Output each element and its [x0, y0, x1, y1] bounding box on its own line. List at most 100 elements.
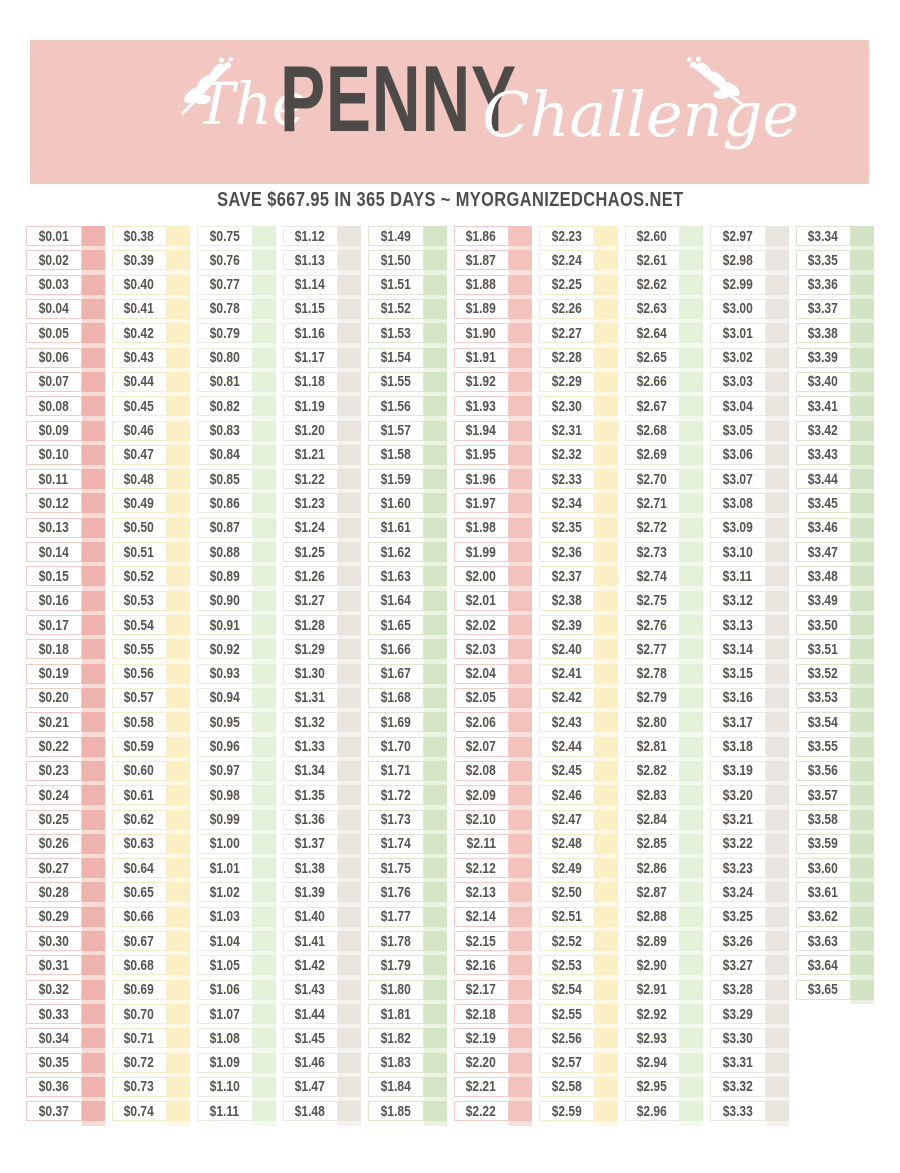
checkbox-cell	[851, 979, 874, 1004]
amount-label: $2.09	[466, 786, 497, 804]
amount-row: $0.21	[26, 712, 105, 737]
amount-label: $3.22	[722, 835, 753, 853]
amount-row: $1.90	[453, 323, 532, 348]
amount-label: $3.49	[808, 592, 839, 610]
amount-row: $2.09	[453, 785, 532, 810]
amount-cell: $3.16	[710, 687, 766, 708]
amount-label: $2.40	[551, 640, 582, 658]
amount-cell: $0.22	[26, 736, 82, 757]
checkbox-cell	[252, 493, 276, 518]
checkbox-cell	[167, 250, 190, 275]
checkbox-cell	[594, 882, 618, 907]
amount-row: $2.70	[624, 469, 703, 494]
checkbox-cell	[509, 542, 532, 567]
amount-label: $2.72	[637, 519, 668, 537]
amount-cell: $2.60	[624, 226, 680, 246]
checkbox-cell	[680, 615, 703, 640]
amount-cell: $0.08	[26, 396, 82, 417]
amount-cell: $1.15	[282, 298, 338, 319]
checkbox-cell	[252, 1028, 276, 1053]
checkbox-cell	[765, 542, 789, 567]
amount-row: $0.79	[197, 323, 276, 348]
amount-row: $2.40	[539, 639, 618, 664]
amount-cell: $2.17	[453, 979, 509, 1000]
amount-row: $2.79	[624, 687, 703, 713]
amount-cell: $1.98	[453, 517, 509, 538]
checkbox-cell	[851, 371, 874, 397]
amount-row: $1.32	[282, 712, 361, 737]
amount-row: $2.44	[539, 736, 618, 761]
amount-cell: $0.91	[197, 615, 253, 635]
amount-cell: $1.65	[368, 615, 424, 635]
checkbox-cell	[594, 420, 618, 445]
amount-row: $1.21	[282, 444, 361, 470]
amount-row: $0.17	[26, 615, 105, 640]
amount-row: $1.23	[282, 493, 361, 518]
amount-row: $2.62	[624, 274, 703, 299]
amount-row: $2.12	[453, 858, 532, 883]
amount-row: $0.78	[197, 298, 276, 324]
amount-label: $2.49	[551, 859, 582, 877]
amount-cell: $1.26	[282, 566, 338, 587]
checkbox-cell	[338, 371, 361, 397]
amount-row: $2.71	[624, 493, 703, 518]
amount-cell: $3.04	[710, 396, 766, 417]
amount-cell: $3.51	[795, 639, 851, 660]
amount-cell: $0.38	[111, 226, 167, 246]
amount-label: $3.31	[722, 1054, 753, 1072]
amount-cell: $0.05	[26, 323, 82, 344]
checkbox-cell	[423, 1004, 447, 1029]
amount-cell: $0.95	[197, 712, 253, 733]
checkbox-cell	[338, 809, 361, 834]
checkbox-cell	[252, 931, 276, 956]
amount-label: $3.10	[722, 543, 753, 561]
amount-cell: $0.18	[26, 639, 82, 660]
amount-row: $0.65	[111, 882, 190, 907]
amount-row: $1.47	[282, 1076, 361, 1102]
amount-row: $3.07	[710, 469, 789, 494]
amount-row: $1.38	[282, 858, 361, 883]
amount-cell: $3.35	[795, 250, 851, 271]
title-banner: The PENNY Challenge	[30, 40, 869, 184]
amount-label: $1.47	[295, 1078, 326, 1096]
amount-row: $2.54	[539, 979, 618, 1004]
amount-row: $2.24	[539, 250, 618, 275]
amount-label: $1.03	[209, 908, 240, 926]
checkbox-cell	[509, 1028, 532, 1053]
amount-row: $0.05	[26, 323, 105, 348]
amount-label: $1.51	[380, 276, 411, 294]
amount-cell: $2.31	[539, 420, 595, 441]
amount-cell: $2.01	[453, 590, 509, 611]
amount-cell: $0.68	[111, 955, 167, 976]
amount-label: $0.75	[209, 227, 240, 245]
checkbox-cell	[167, 347, 190, 372]
amount-label: $2.32	[551, 446, 582, 464]
amount-cell: $1.23	[282, 493, 338, 514]
checkbox-cell	[338, 882, 361, 907]
checkbox-cell	[680, 274, 703, 299]
amount-cell: $0.47	[111, 444, 167, 465]
amount-row: $2.61	[624, 250, 703, 275]
amount-row: $0.40	[111, 274, 190, 299]
amount-cell: $2.75	[624, 590, 680, 611]
amount-cell: $1.33	[282, 736, 338, 757]
amount-label: $3.51	[808, 640, 839, 658]
checkbox-cell	[338, 1076, 361, 1102]
amount-row: $1.39	[282, 882, 361, 907]
amount-cell: $2.10	[453, 809, 509, 830]
checkbox-cell	[423, 542, 447, 567]
checkbox-cell	[423, 663, 447, 688]
checkbox-cell	[252, 1052, 276, 1077]
checkbox-cell	[423, 444, 447, 470]
amount-label: $1.08	[209, 1029, 240, 1047]
amount-label: $0.61	[124, 786, 155, 804]
checkbox-cell	[680, 1101, 703, 1126]
checkbox-cell	[423, 298, 447, 324]
amount-row: $1.52	[368, 298, 447, 324]
amount-row: $0.47	[111, 444, 190, 470]
amount-row: $2.21	[453, 1076, 532, 1102]
amount-cell: $1.48	[282, 1101, 338, 1122]
amount-label: $2.76	[637, 616, 668, 634]
amount-label: $2.03	[466, 640, 497, 658]
amount-row: $0.19	[26, 663, 105, 688]
